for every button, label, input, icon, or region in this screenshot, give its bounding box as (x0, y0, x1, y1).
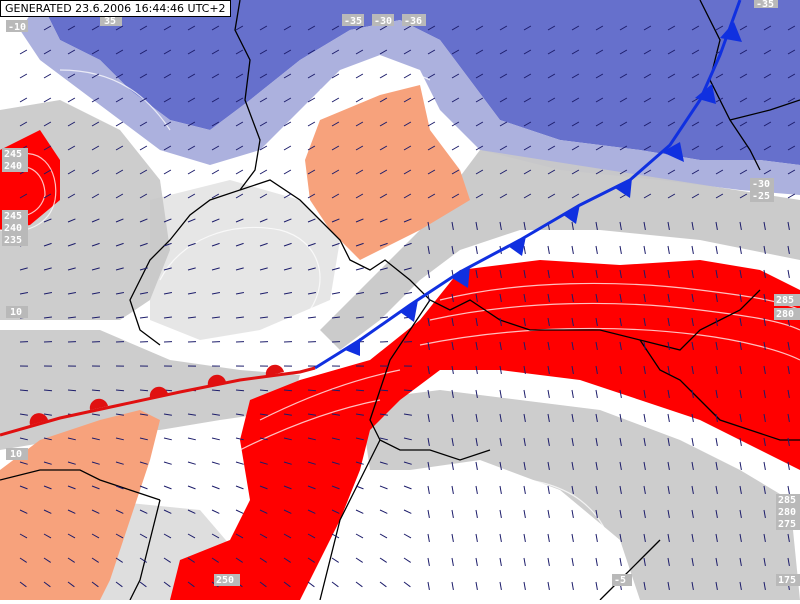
wind-arrow (356, 390, 364, 391)
wind-arrow (116, 390, 124, 391)
contour-label: 285 (774, 294, 800, 306)
contour-label: -25 (750, 190, 774, 202)
contour-label: 250 (214, 574, 240, 586)
wind-arrow (92, 390, 100, 391)
wind-arrow (260, 390, 268, 391)
svg-text:-30: -30 (374, 16, 392, 27)
svg-text:275: 275 (778, 519, 796, 530)
svg-text:35: 35 (104, 16, 116, 27)
svg-text:-35: -35 (756, 0, 774, 10)
svg-text:-5: -5 (614, 575, 626, 586)
wind-arrow (140, 390, 148, 391)
contour-label: -30 (750, 178, 774, 190)
contour-label: 175 (776, 574, 800, 586)
svg-text:240: 240 (4, 161, 22, 172)
contour-label: 10 (6, 306, 28, 318)
contour-label: 275 (776, 518, 800, 530)
wind-arrow (308, 390, 316, 391)
wind-arrow (404, 390, 412, 391)
contour-label: 240 (2, 222, 28, 234)
generated-timestamp: GENERATED 23.6.2006 16:44:46 UTC+2 (0, 0, 231, 17)
contour-label: 280 (774, 308, 800, 320)
contour-label: -10 (6, 20, 28, 33)
contour-label: 10 (6, 448, 28, 460)
svg-text:285: 285 (778, 495, 796, 506)
svg-text:10: 10 (10, 449, 22, 460)
contour-label: -5 (612, 574, 632, 586)
contour-label: 245 (2, 148, 28, 160)
svg-text:-30: -30 (752, 179, 770, 190)
wind-arrow (44, 390, 52, 391)
contour-label: 235 (2, 234, 28, 246)
contour-label: -36 (402, 14, 426, 27)
wind-arrow (20, 390, 28, 391)
contour-label: 245 (2, 210, 28, 222)
svg-text:280: 280 (776, 309, 794, 320)
contour-label: 285 (776, 494, 800, 506)
wind-arrow (284, 390, 292, 391)
svg-text:10: 10 (10, 307, 22, 318)
wind-arrow (380, 390, 388, 391)
svg-text:280: 280 (778, 507, 796, 518)
contour-label: -30 (372, 14, 394, 27)
svg-text:285: 285 (776, 295, 794, 306)
wind-arrow (212, 390, 220, 391)
wind-arrow (236, 390, 244, 391)
svg-text:-36: -36 (404, 16, 422, 27)
wind-arrow (332, 390, 340, 391)
wind-arrow (68, 390, 76, 391)
svg-text:175: 175 (778, 575, 796, 586)
svg-text:250: 250 (216, 575, 234, 586)
svg-text:240: 240 (4, 223, 22, 234)
svg-text:245: 245 (4, 149, 22, 160)
svg-text:245: 245 (4, 211, 22, 222)
svg-text:-25: -25 (752, 191, 770, 202)
svg-text:-10: -10 (8, 22, 26, 33)
svg-text:-35: -35 (344, 16, 362, 27)
svg-text:235: 235 (4, 235, 22, 246)
contour-label: 280 (776, 506, 800, 518)
contour-label: -35 (342, 14, 364, 27)
contour-label: 240 (2, 160, 28, 172)
